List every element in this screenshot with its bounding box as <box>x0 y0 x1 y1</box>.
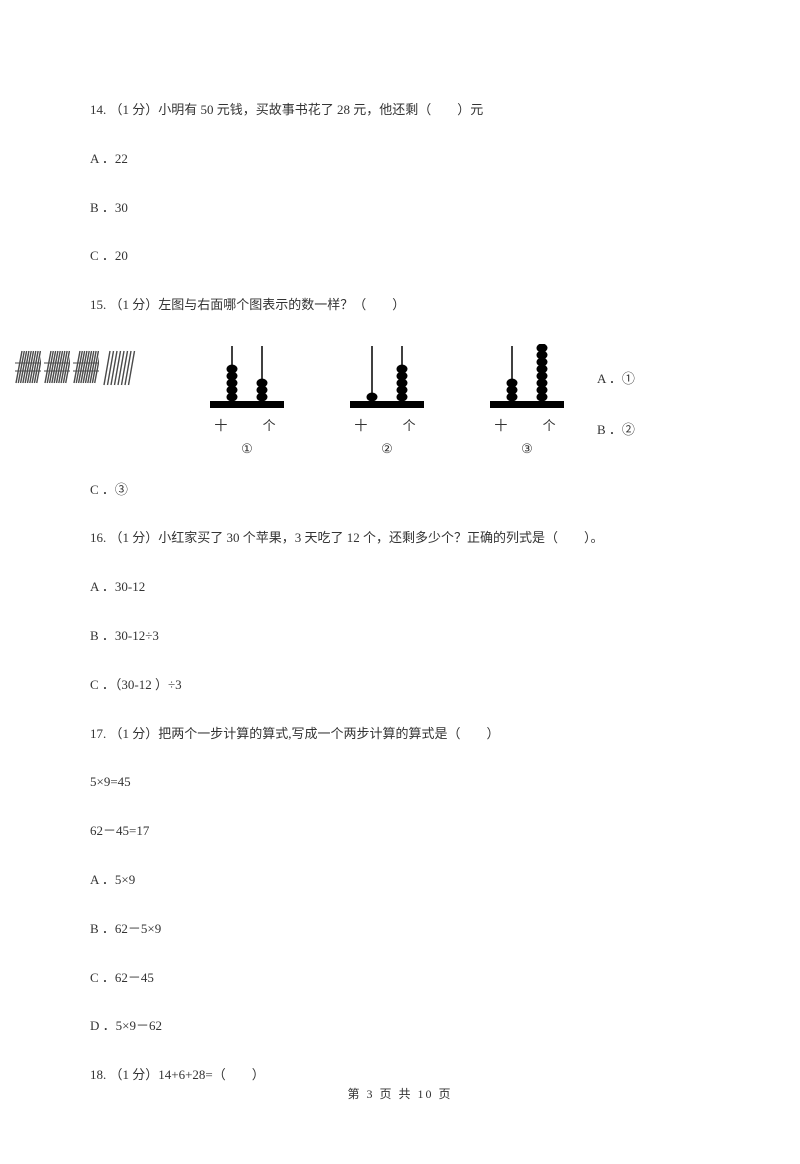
abacus-number-label: ② <box>381 439 393 460</box>
page-footer: 第 3 页 共 10 页 <box>0 1085 800 1102</box>
q16-option-c: C ．（30-12 ）÷3 <box>90 675 710 696</box>
q16-option-a: A ．30-12 <box>90 577 710 598</box>
abacus-number-label: ③ <box>521 439 533 460</box>
q15-option-b: B ．② <box>597 420 635 441</box>
q17-eq2: 62－45=17 <box>90 821 710 842</box>
q15-option-c: C ．③ <box>90 480 710 501</box>
abacus-1: 十 个① <box>202 344 292 460</box>
q17-eq1: 5×9=45 <box>90 772 710 793</box>
stick-bundle-icon <box>73 349 99 385</box>
abacus-group: 十 个①十 个②十 个③ <box>202 344 572 460</box>
q14-option-a: A ．22 <box>90 149 710 170</box>
q14-option-b: B ．30 <box>90 198 710 219</box>
page-content: 14. （1 分）小明有 50 元钱，买故事书花了 28 元，他还剩（ ）元 A… <box>0 0 800 1164</box>
abacus-3: 十 个③ <box>482 344 572 460</box>
loose-sticks-icon <box>102 349 142 389</box>
abacus-2: 十 个② <box>342 344 432 460</box>
q14-text: 14. （1 分）小明有 50 元钱，买故事书花了 28 元，他还剩（ ）元 <box>90 100 710 121</box>
abacus-number-label: ① <box>241 439 253 460</box>
q16-text: 16. （1 分）小红家买了 30 个苹果，3 天吃了 12 个，还剩多少个？正… <box>90 528 710 549</box>
q17-option-a: A ．5×9 <box>90 870 710 891</box>
q15-side-options: A ．① B ．② <box>597 369 635 441</box>
abacus-place-label: 十 个 <box>342 416 431 437</box>
stick-bundle-icon <box>44 349 70 385</box>
q15-figure-row: 十 个①十 个②十 个③ A ．① B ．② <box>15 344 710 460</box>
q15-option-a: A ．① <box>597 369 635 390</box>
q14-option-c: C ．20 <box>90 246 710 267</box>
abacus-place-label: 十 个 <box>482 416 571 437</box>
q17-option-d: D ．5×9－62 <box>90 1016 710 1037</box>
q17-option-b: B ．62－5×9 <box>90 919 710 940</box>
sticks-block <box>15 349 142 389</box>
q18-text: 18. （1 分）14+6+28=（ ） <box>90 1065 710 1086</box>
q16-option-b: B ．30-12÷3 <box>90 626 710 647</box>
stick-bundle-icon <box>15 349 41 385</box>
q17-text: 17. （1 分）把两个一步计算的算式,写成一个两步计算的算式是（ ） <box>90 724 710 745</box>
q15-text: 15. （1 分）左图与右面哪个图表示的数一样？（ ） <box>90 295 710 316</box>
q17-option-c: C ．62－45 <box>90 968 710 989</box>
abacus-place-label: 十 个 <box>202 416 291 437</box>
